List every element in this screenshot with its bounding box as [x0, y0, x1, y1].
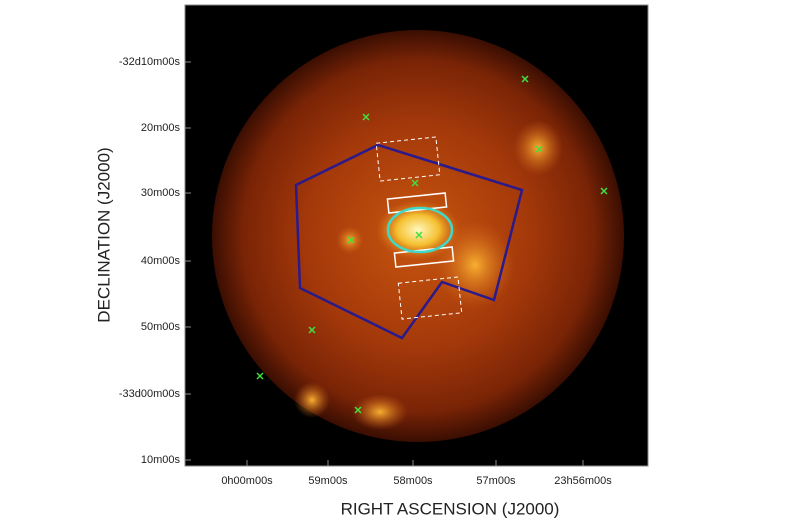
- x-tick-label: 0h00m00s: [221, 475, 273, 487]
- y-tick-label: 20m00s: [141, 122, 181, 134]
- y-tick-label: 40m00s: [141, 255, 181, 267]
- x-tick-label: 23h56m00s: [554, 475, 612, 487]
- y-axis-label: DECLINATION (J2000): [94, 147, 113, 322]
- x-ticks: 0h00m00s 59m00s 58m00s 57m00s 23h56m00s: [221, 460, 612, 487]
- y-tick-label: -33d00m00s: [119, 388, 181, 400]
- y-tick-label: 30m00s: [141, 187, 181, 199]
- x-tick-label: 58m00s: [393, 475, 433, 487]
- y-tick-label: 10m00s: [141, 454, 181, 466]
- y-tick-label: -32d10m00s: [119, 56, 181, 68]
- x-axis-label: RIGHT ASCENSION (J2000): [341, 499, 560, 518]
- sky-image: [184, 4, 649, 467]
- x-tick-label: 59m00s: [308, 475, 348, 487]
- y-tick-label: 50m00s: [141, 321, 181, 333]
- x-tick-label: 57m00s: [476, 475, 516, 487]
- y-ticks: -32d10m00s 20m00s 30m00s 40m00s 50m00s -33d00…: [119, 56, 191, 466]
